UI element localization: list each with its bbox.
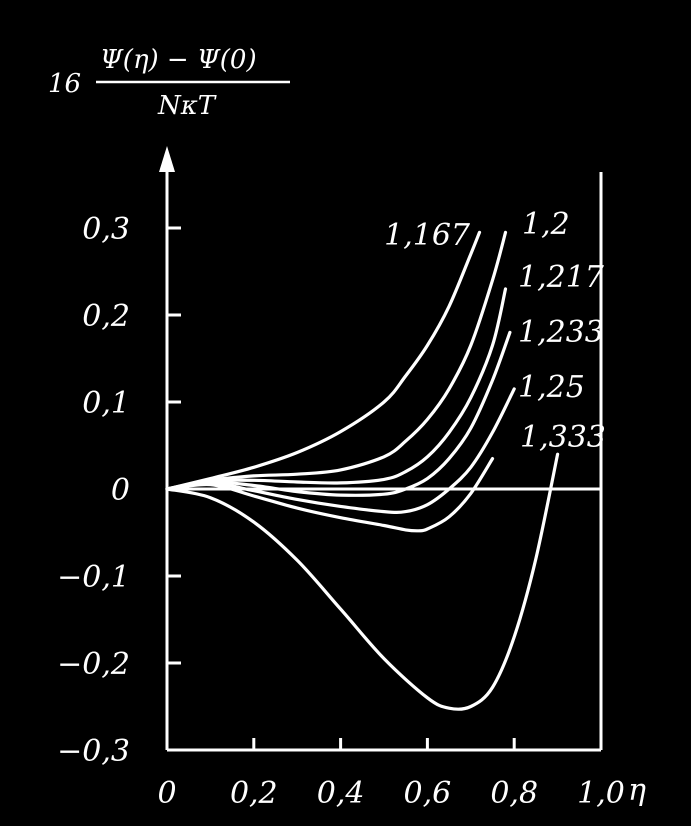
y-axis-arrow-icon [159, 146, 175, 172]
series-label: 1,2 [522, 207, 570, 242]
series-line-6 [165, 452, 560, 711]
y-axis-label-denominator: NκT [157, 91, 217, 121]
x-tick-label: 0,8 [490, 776, 538, 811]
series-label: 1,233 [518, 315, 604, 350]
y-axis-label-numerator: Ψ(η) − Ψ(0) [100, 45, 257, 75]
x-tick-label: 0,2 [230, 776, 278, 811]
series-label: 1,25 [518, 370, 585, 405]
series-line-5 [165, 387, 516, 514]
y-tick-label: −0,1 [57, 560, 130, 595]
series-label: 1,217 [518, 260, 605, 295]
series-line-1 [165, 230, 482, 491]
ticks: 0 0,2 0,4 0,6 0,8 1,0 0,3 0,2 0,1 0 −0,1 −0,2 −0,3 [57, 212, 625, 811]
y-tick-label: 0,2 [82, 299, 130, 334]
x-tick-label: 1,0 [577, 776, 625, 811]
y-tick-label: 0 [111, 473, 130, 508]
curves [165, 230, 560, 711]
x-tick-label: 0,6 [404, 776, 452, 811]
series-line-3 [165, 287, 508, 491]
unlabeled-series-line [165, 457, 495, 533]
x-tick-label: 0 [157, 776, 176, 811]
y-tick-label: −0,3 [57, 734, 130, 769]
y-tick-label: −0,2 [57, 647, 130, 682]
series-line-4 [165, 330, 512, 497]
series-label: 1,167 [384, 218, 471, 253]
x-axis-label: η [628, 773, 646, 808]
y-tick-label: 0,1 [82, 386, 130, 421]
y-axis-label-prefix: 16 [48, 69, 81, 99]
x-tick-label: 0,4 [317, 776, 365, 811]
series-labels: 1,167 1,2 1,217 1,233 1,25 1,333 [384, 207, 606, 455]
y-tick-label: 0,3 [82, 212, 130, 247]
y-axis-label: 16 Ψ(η) − Ψ(0) NκT [48, 45, 290, 121]
series-line-2 [165, 230, 508, 491]
series-label: 1,333 [520, 420, 606, 455]
